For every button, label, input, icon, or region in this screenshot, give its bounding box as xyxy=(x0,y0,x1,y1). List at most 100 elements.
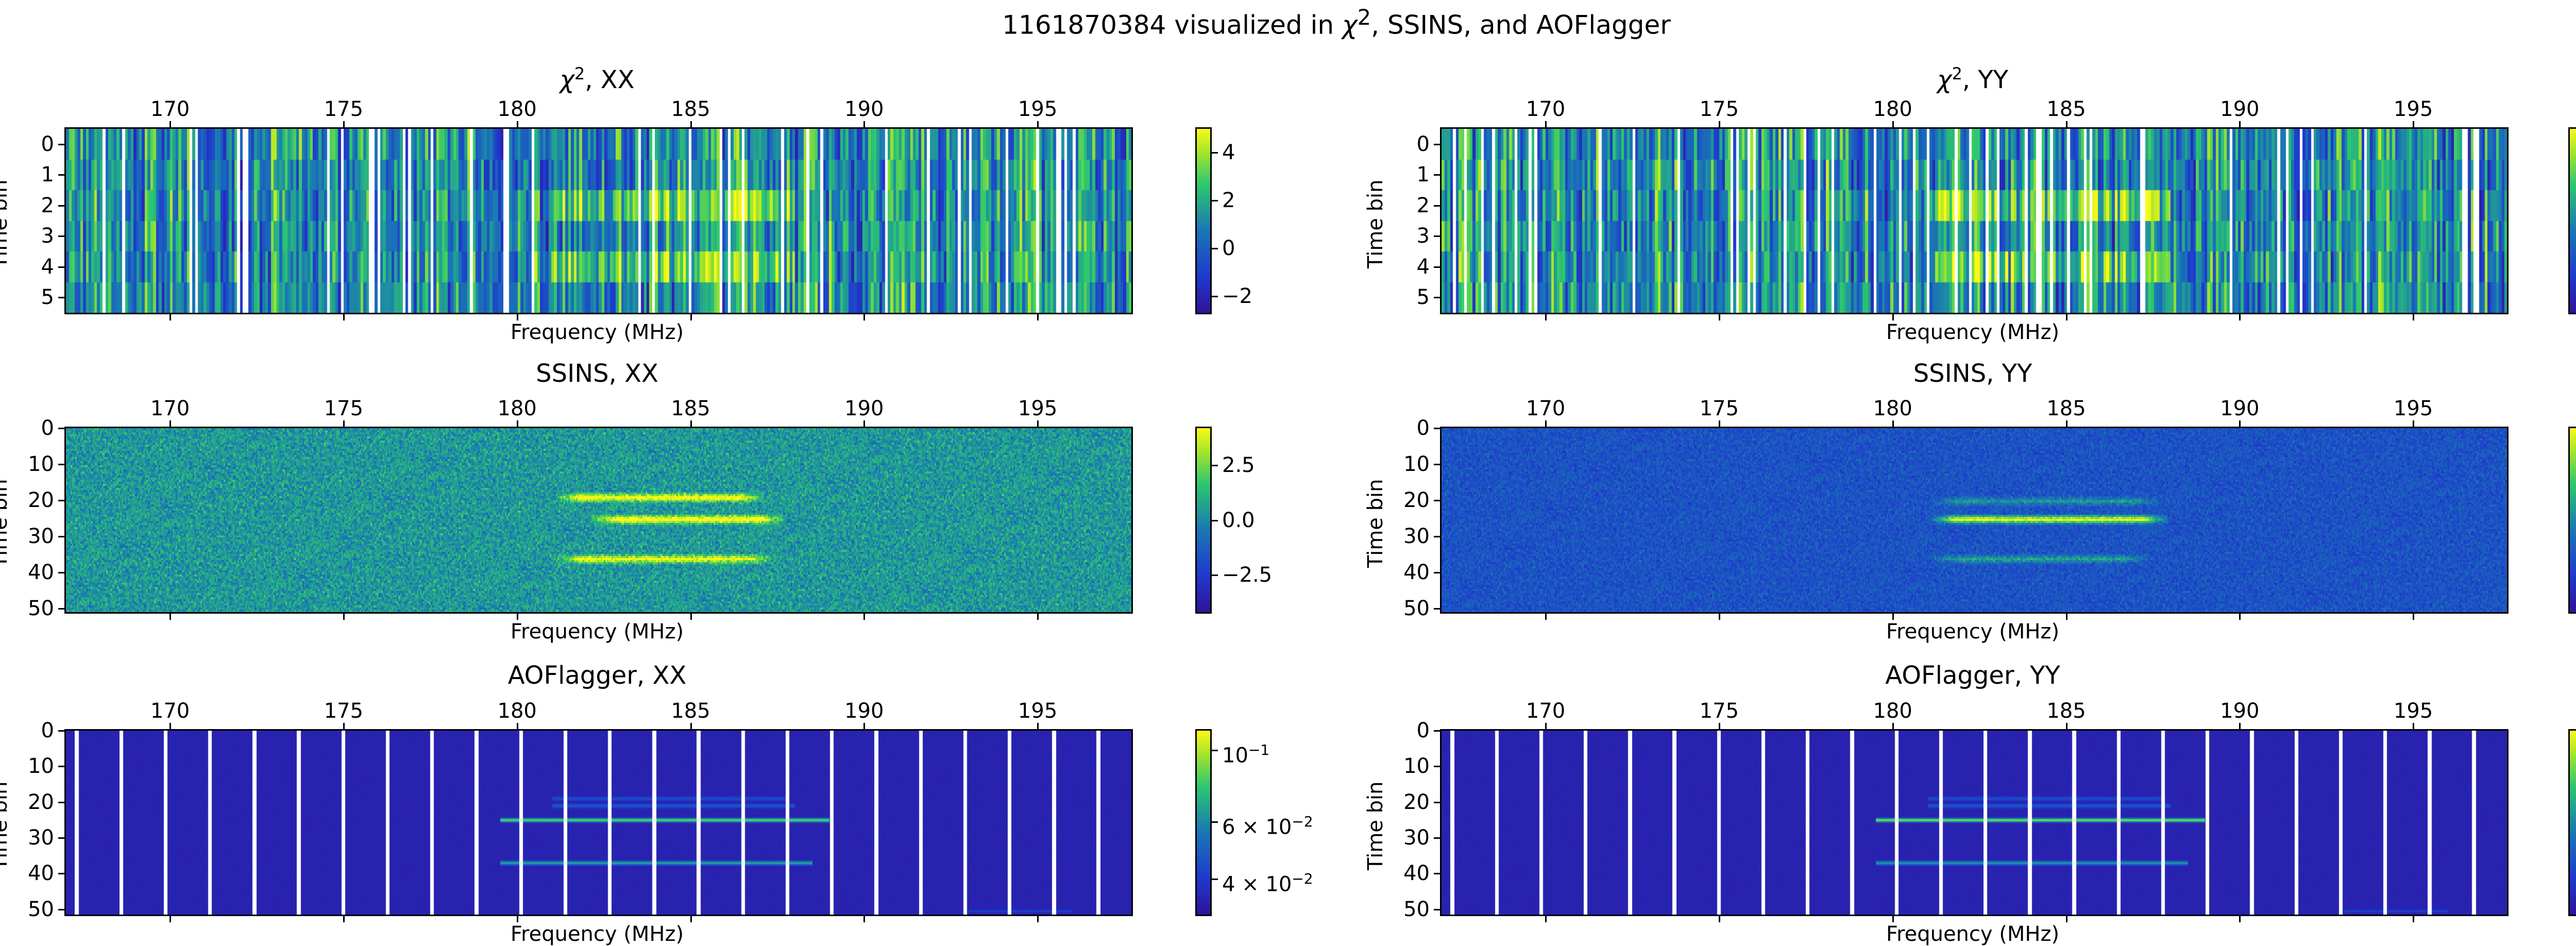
y-tick-label: 30 xyxy=(28,825,54,850)
y-tick-mark xyxy=(58,730,64,732)
y-tick-mark xyxy=(58,205,64,207)
y-tick-mark xyxy=(1434,428,1440,429)
y-tick-label: 30 xyxy=(1403,525,1430,548)
y-tick-mark xyxy=(1434,608,1440,610)
x-tick-mark xyxy=(2065,121,2067,127)
x-tick-label: 170 xyxy=(150,699,190,723)
y-tick-label: 50 xyxy=(1403,897,1430,921)
colorbar-tick-mark xyxy=(1212,519,1218,521)
x-tick-label: 185 xyxy=(2046,397,2086,420)
y-tick-mark xyxy=(58,837,64,839)
x-tick-label: 180 xyxy=(1873,97,1912,121)
x-tick-mark xyxy=(1892,614,1894,620)
x-tick-mark xyxy=(1037,916,1039,922)
x-tick-mark xyxy=(1037,723,1039,729)
x-tick-mark xyxy=(690,614,692,620)
colorbar-tick-mark xyxy=(1212,821,1218,823)
y-tick-mark xyxy=(58,766,64,768)
x-tick-mark xyxy=(1718,723,1720,729)
colorbar xyxy=(1195,729,1212,916)
y-tick-mark xyxy=(58,266,64,268)
heatmap-plot-area xyxy=(64,127,1133,314)
y-tick-mark xyxy=(58,143,64,145)
x-tick-label: 190 xyxy=(2220,699,2260,723)
x-tick-label: 195 xyxy=(2393,699,2433,723)
y-tick-mark xyxy=(58,536,64,537)
y-tick-mark xyxy=(1434,873,1440,875)
chart-title: AOFlagger, XX xyxy=(507,661,687,690)
y-tick-label: 50 xyxy=(28,597,54,620)
y-tick-label: 4 xyxy=(41,255,54,279)
x-tick-mark xyxy=(170,121,172,127)
x-tick-label: 170 xyxy=(150,397,190,420)
x-tick-mark xyxy=(516,420,518,427)
colorbar xyxy=(1195,427,1212,614)
colorbar-tick-mark xyxy=(1212,750,1218,752)
x-tick-mark xyxy=(2065,314,2067,320)
heatmap-image xyxy=(1442,731,2507,915)
chart-title: SSINS, XX xyxy=(536,359,658,388)
x-tick-mark xyxy=(1545,723,1547,729)
x-axis-label: Frequency (MHz) xyxy=(510,620,684,644)
x-axis-label: Frequency (MHz) xyxy=(1886,620,2060,644)
y-tick-label: 10 xyxy=(28,754,54,779)
colorbar xyxy=(2568,427,2576,614)
x-tick-mark xyxy=(2239,723,2241,729)
x-tick-mark xyxy=(1892,314,1894,320)
x-tick-mark xyxy=(690,723,692,729)
x-tick-mark xyxy=(2239,420,2241,427)
y-tick-label: 10 xyxy=(1403,754,1430,779)
x-axis-label: Frequency (MHz) xyxy=(1886,320,2060,344)
heatmap-plot-area xyxy=(1440,729,2509,916)
colorbar-tick-label: −2 xyxy=(1222,284,1252,308)
y-tick-label: 20 xyxy=(1403,488,1430,512)
x-tick-mark xyxy=(1545,916,1547,922)
x-tick-mark xyxy=(1892,420,1894,427)
heatmap-plot-area xyxy=(64,427,1133,614)
y-tick-mark xyxy=(58,500,64,501)
x-tick-label: 195 xyxy=(2393,397,2433,420)
y-tick-mark xyxy=(58,873,64,875)
y-tick-mark xyxy=(1434,205,1440,207)
chart-title: SSINS, YY xyxy=(1913,359,2032,388)
x-tick-mark xyxy=(2065,614,2067,620)
x-tick-label: 180 xyxy=(1873,699,1912,723)
y-tick-mark xyxy=(1434,500,1440,501)
x-tick-label: 190 xyxy=(844,699,884,723)
x-tick-mark xyxy=(2413,314,2415,320)
x-tick-mark xyxy=(1037,121,1039,127)
x-axis-label: Frequency (MHz) xyxy=(510,922,684,946)
x-tick-label: 185 xyxy=(2046,97,2086,121)
colorbar xyxy=(2568,729,2576,916)
chart-title: χ2, YY xyxy=(1937,64,2008,94)
x-tick-mark xyxy=(1718,420,1720,427)
colorbar-tick-label: 4 × 10−2 xyxy=(1222,870,1313,896)
x-tick-mark xyxy=(170,420,172,427)
x-tick-mark xyxy=(863,723,866,729)
x-tick-mark xyxy=(343,916,345,922)
x-tick-mark xyxy=(1037,420,1039,427)
y-tick-label: 40 xyxy=(1403,561,1430,584)
x-tick-mark xyxy=(2065,916,2067,922)
heatmap-plot-area xyxy=(64,729,1133,916)
y-axis-label: Time bin xyxy=(1364,781,1387,870)
y-tick-label: 20 xyxy=(1403,790,1430,814)
x-tick-mark xyxy=(1545,614,1547,620)
x-tick-mark xyxy=(2065,420,2067,427)
x-tick-label: 180 xyxy=(497,699,537,723)
y-tick-label: 10 xyxy=(28,452,54,476)
x-tick-mark xyxy=(516,121,518,127)
x-tick-label: 180 xyxy=(497,97,537,121)
y-tick-mark xyxy=(1434,536,1440,537)
colorbar-tick-label: 0 xyxy=(1222,236,1235,260)
y-tick-mark xyxy=(1434,235,1440,238)
colorbar-tick-mark xyxy=(1212,152,1218,154)
y-tick-label: 5 xyxy=(1416,285,1430,310)
y-tick-mark xyxy=(58,297,64,299)
colorbar-tick-mark xyxy=(1212,200,1218,202)
y-tick-mark xyxy=(58,428,64,429)
y-tick-mark xyxy=(1434,801,1440,803)
x-tick-mark xyxy=(343,614,345,620)
